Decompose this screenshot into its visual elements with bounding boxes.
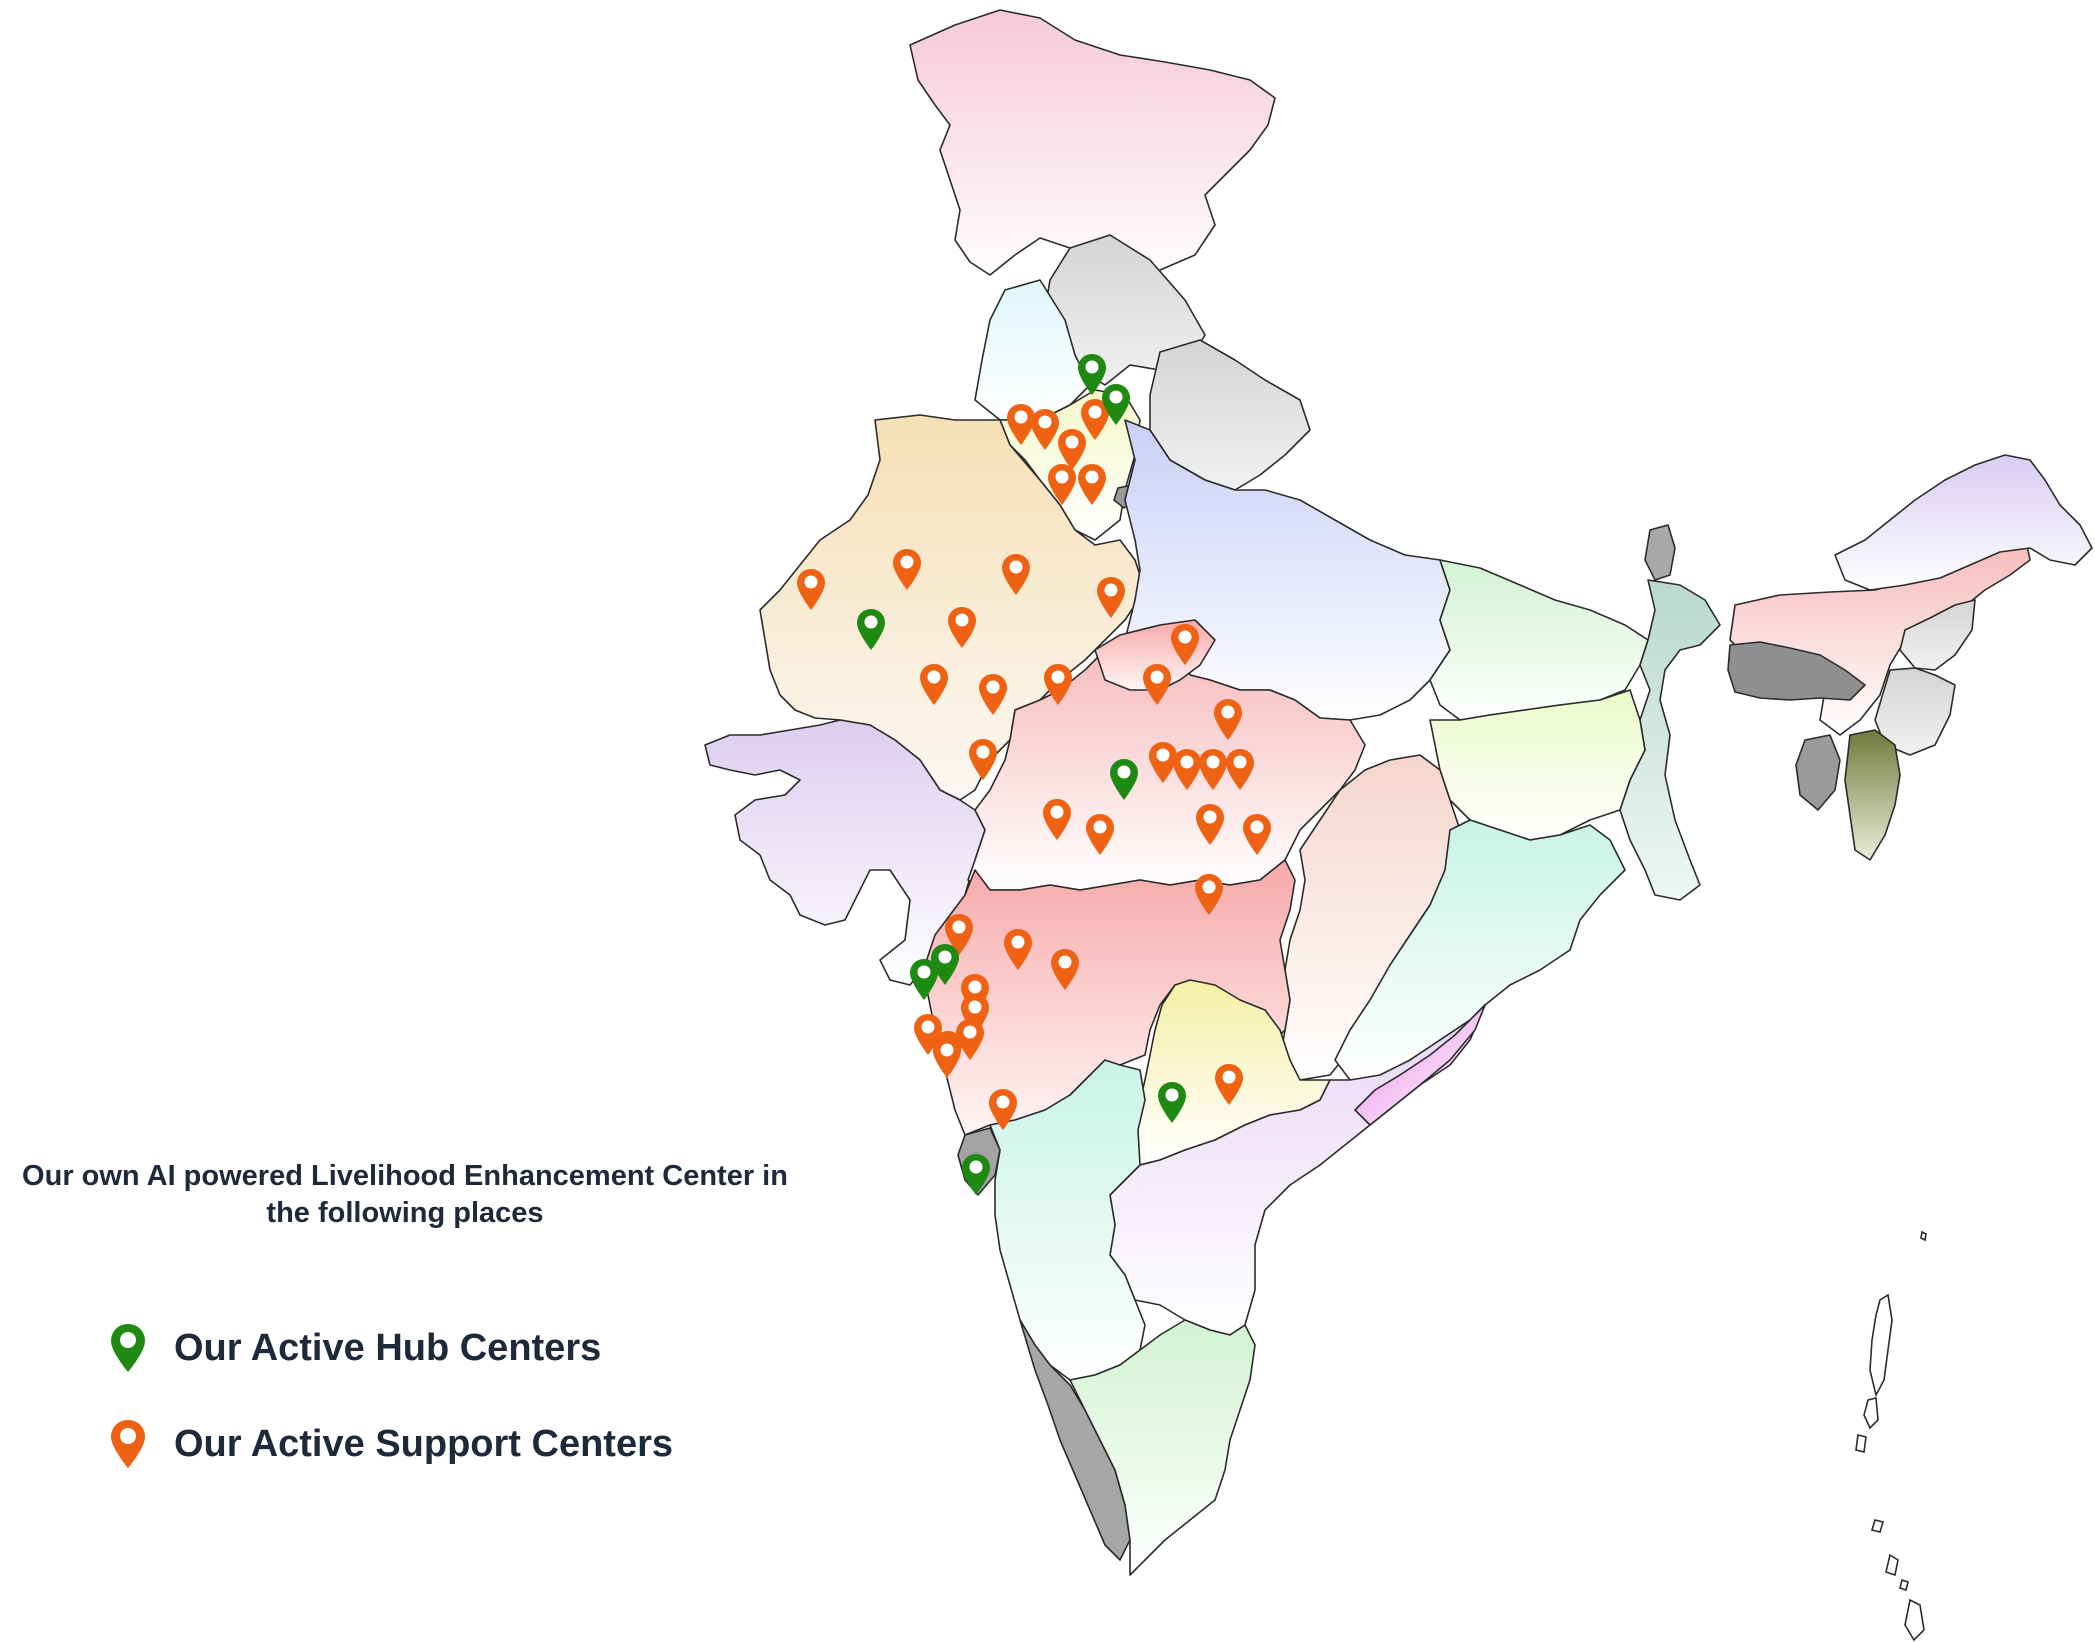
region-jharkhand [1429,689,1646,841]
region-jammu-kashmir [909,9,1276,286]
hub-center-pin-2 [1102,384,1130,425]
support-center-pin-1 [1007,404,1035,445]
support-center-pin-25 [1196,804,1224,845]
support-center-pin-36 [933,1037,961,1078]
hub-center-pin-3 [857,609,885,650]
support-center-pin-28 [945,914,973,955]
support-center-pin-12 [1171,624,1199,665]
region-arunachal [1834,454,2093,591]
support-center-pin-10 [1097,577,1125,618]
support-center-pin-29 [1051,949,1079,990]
support-center-pin-35 [956,1019,984,1060]
region-manipur [1874,667,1956,756]
hub-center-pin-6 [931,944,959,985]
support-center-pin-37 [989,1089,1017,1130]
support-center-pin-13 [1143,664,1171,705]
support-center-pin-20 [1173,749,1201,790]
support-center-pin-2 [1031,409,1059,450]
region-west-bengal [1619,579,1721,901]
support-center-pin-5 [1048,464,1076,505]
support-center-pin-27 [1195,874,1223,915]
legend-support-label: Our Active Support Centers [174,1422,674,1465]
hub-center-pin-7 [1158,1082,1186,1123]
support-center-pin-24 [1086,814,1114,855]
map-pin-icon [111,1420,145,1468]
hub-center-pin-4 [1110,759,1138,800]
region-tripura [1795,734,1841,811]
support-center-pin-4 [1058,429,1086,470]
legend-hub-centers: Our Active Hub Centers [108,1322,601,1374]
region-nagaland [1899,599,1976,671]
support-center-pin-9 [1002,554,1030,595]
legend-support-centers: Our Active Support Centers [108,1418,673,1470]
region-mizoram [1844,729,1901,861]
hub-center-pin-8 [962,1154,990,1195]
hub-center-pin-1 [1078,354,1106,395]
support-center-pin-17 [1214,699,1242,740]
support-center-pin-6 [1078,464,1106,505]
support-center-pin-3 [1081,399,1109,440]
region-andhra-coast [1354,1004,1486,1126]
support-center-pin-38 [1215,1064,1243,1105]
support-center-pin-11 [948,607,976,648]
map-caption: Our own AI powered Livelihood Enhancemen… [22,1160,788,1229]
region-gujarat [704,719,986,986]
region-meghalaya [1727,641,1866,701]
center-pins [797,354,1271,1195]
support-center-pin-15 [979,674,1007,715]
support-center-pin-16 [1044,664,1072,705]
support-center-pin-14 [920,664,948,705]
support-center-pin-26 [1243,814,1271,855]
support-center-pin-8 [893,549,921,590]
support-center-pin-7 [797,569,825,610]
support-center-pin-30 [1004,929,1032,970]
support-center-pin-18 [969,739,997,780]
support-center-pin-21 [1199,749,1227,790]
region-karnataka [989,1059,1146,1381]
region-sikkim [1644,524,1676,581]
map-pin-icon [111,1324,145,1372]
hub-center-pin-5 [910,959,938,1000]
legend-hub-label: Our Active Hub Centers [174,1326,602,1369]
support-center-pin-23 [1043,799,1071,840]
region-tamil-nadu [1069,1319,1256,1576]
support-center-pin-19 [1149,742,1177,783]
support-center-pin-22 [1226,749,1254,790]
andaman-nicobar-islands [1855,1230,1927,1642]
